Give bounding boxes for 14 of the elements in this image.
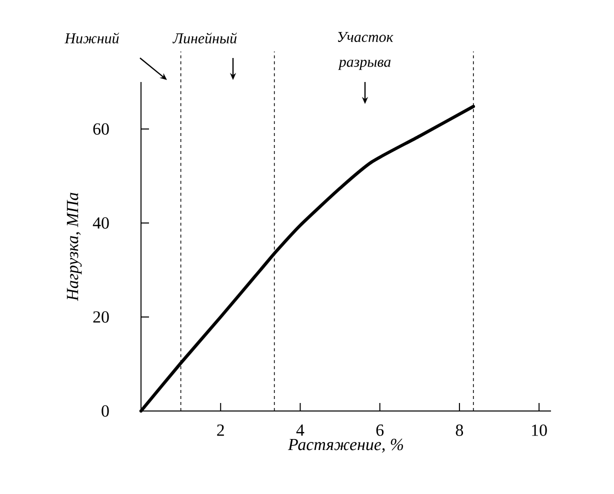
- x-tick-label: 8: [456, 424, 464, 436]
- x-tick-label: 2: [217, 424, 224, 436]
- x-tick-label: 6: [376, 424, 384, 436]
- y-tick-label: 0: [102, 405, 109, 417]
- y-axis-title: Нагрузка, МПа: [66, 192, 82, 302]
- y-tick-label: 20: [93, 311, 109, 323]
- y-tick-label: 60: [93, 123, 109, 135]
- x-tick-label: 4: [296, 424, 304, 436]
- x-tick-label: 10: [532, 424, 547, 436]
- text: Участок разрыва: [338, 32, 394, 70]
- y-tick-label: 40: [92, 217, 109, 229]
- text: Линейный: [172, 32, 237, 44]
- x-axis-title: Растяжение, %: [288, 438, 404, 453]
- text: Нижний: [64, 32, 120, 44]
